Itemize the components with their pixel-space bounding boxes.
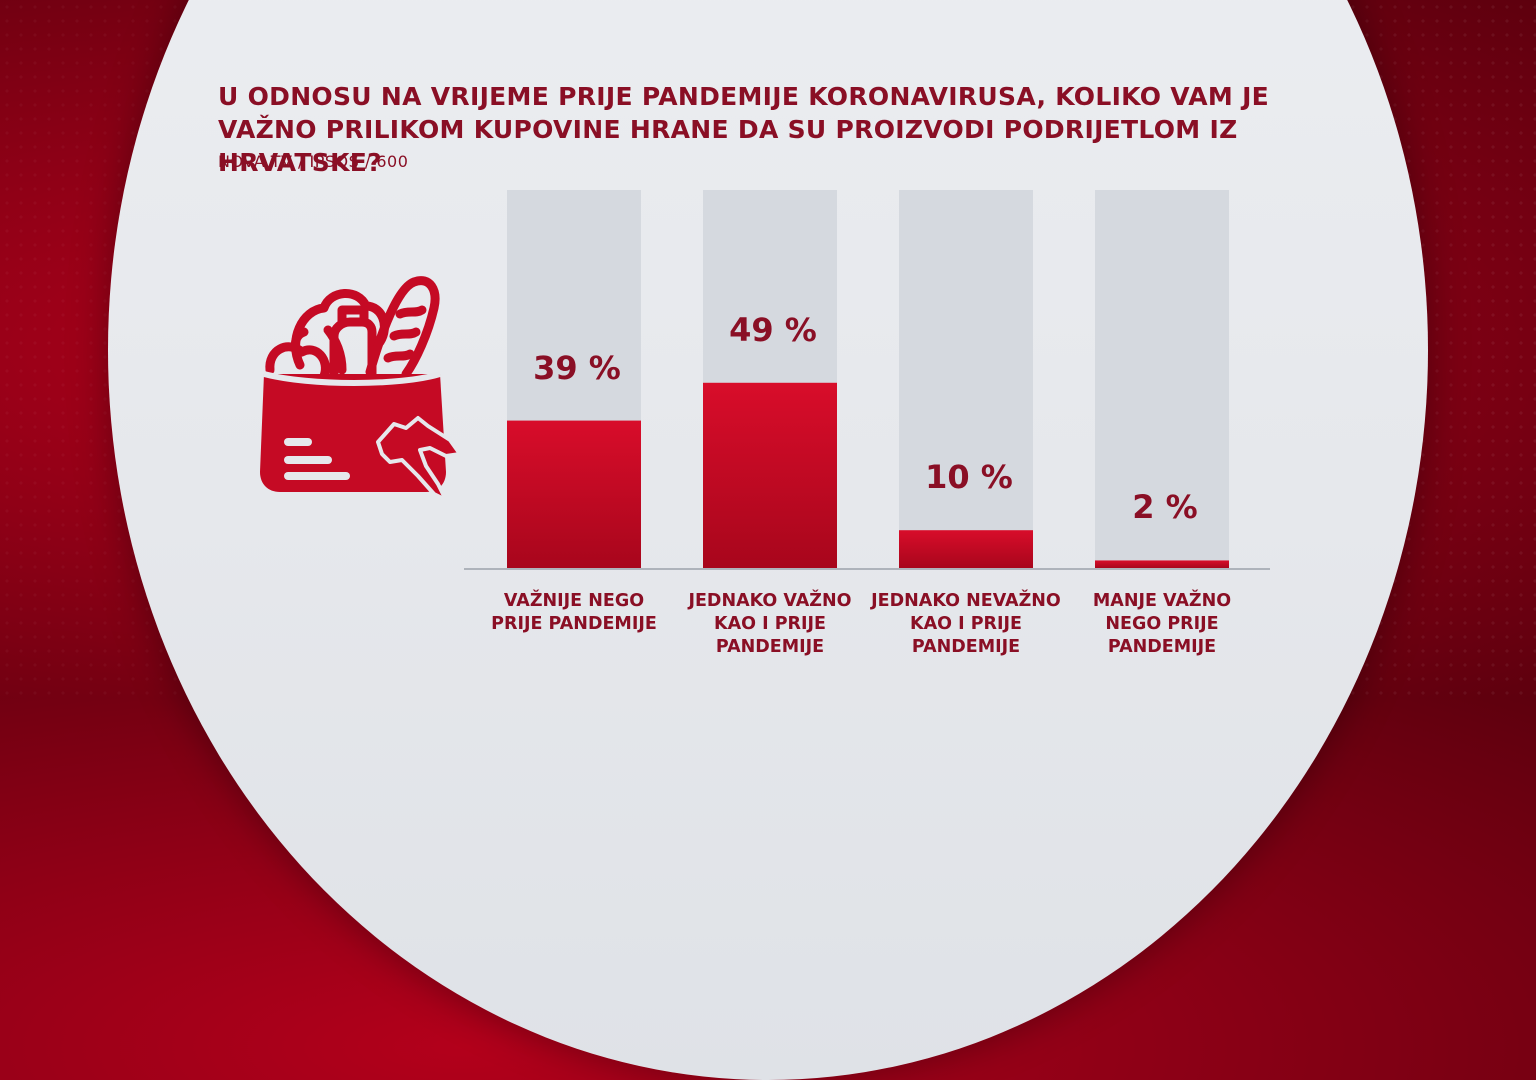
category-label-line: KAO I PRIJE — [910, 614, 1022, 634]
category-label-line: PANDEMIJE — [715, 637, 825, 657]
bar-track — [1095, 190, 1229, 568]
category-label-line: PANDEMIJE — [1107, 637, 1217, 657]
chart-subtitle: NOVA TV / IPSOS / 600 — [218, 152, 409, 171]
bar-track — [899, 190, 1033, 568]
category-label-line: PRIJE PANDEMIJE — [491, 614, 657, 634]
category-label: MANJE VAŽNO NEGO PRIJE PANDEMIJE — [1067, 590, 1257, 659]
bar — [703, 382, 837, 568]
category-label-line: JEDNAKO NEVAŽNO — [871, 591, 1061, 611]
grocery-bag-croatia-icon — [250, 270, 470, 510]
category-label-line: JEDNAKO VAŽNO — [688, 591, 852, 611]
bar — [899, 530, 1033, 568]
bar-value-label: 2 % — [1132, 488, 1198, 527]
category-label: JEDNAKO NEVAŽNO KAO I PRIJE PANDEMIJE — [871, 590, 1061, 659]
category-label: JEDNAKO VAŽNO KAO I PRIJE PANDEMIJE — [675, 590, 865, 659]
category-label-line: MANJE VAŽNO — [1092, 591, 1232, 611]
category-label-line: PANDEMIJE — [911, 637, 1021, 657]
category-label: VAŽNIJE NEGO PRIJE PANDEMIJE — [479, 590, 669, 636]
bar-value-label: 10 % — [925, 458, 1013, 497]
category-label-line: NEGO PRIJE — [1105, 614, 1219, 634]
chart-title: U ODNOSU NA VRIJEME PRIJE PANDEMIJE KORO… — [218, 82, 1270, 177]
bar-chart — [464, 190, 1270, 570]
bar-value-label: 49 % — [729, 310, 817, 349]
category-label-line: KAO I PRIJE — [714, 614, 826, 634]
bar-value-label: 39 % — [533, 348, 621, 387]
bar — [1095, 560, 1229, 568]
category-label-line: VAŽNIJE NEGO — [503, 591, 645, 611]
bar — [507, 420, 641, 568]
